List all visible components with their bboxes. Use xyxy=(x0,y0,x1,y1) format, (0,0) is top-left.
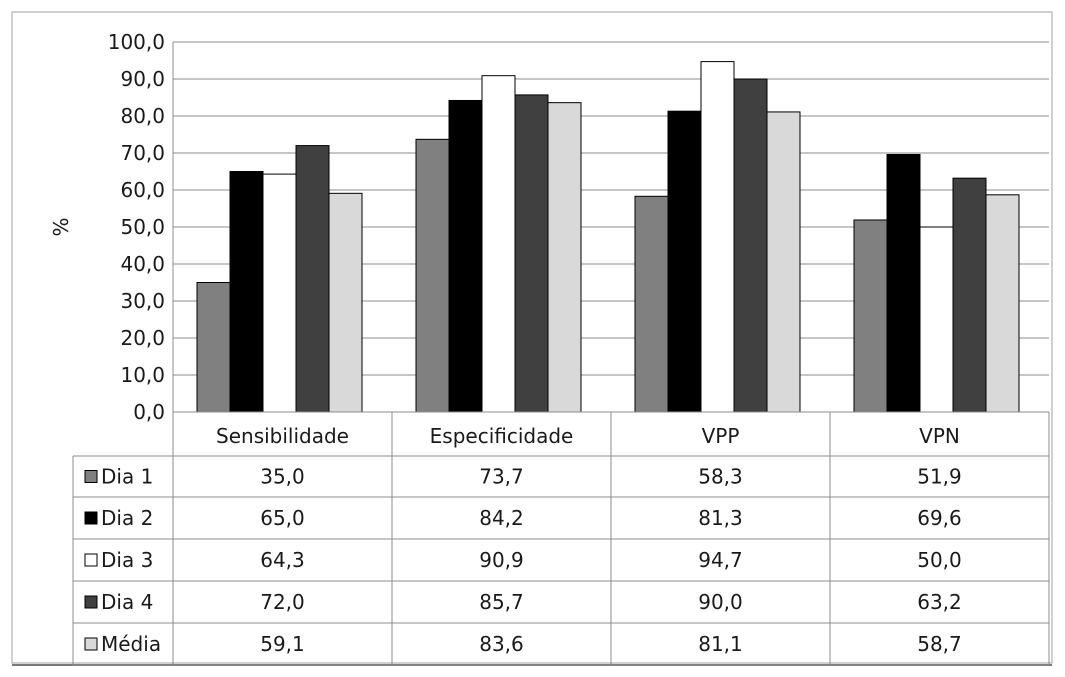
category-label: Sensibilidade xyxy=(216,424,349,448)
bar-4-3 xyxy=(733,78,768,413)
y-tick-labels: 0,0 10,0 20,0 30,0 40,0 50,0 60,0 70,0 80,0 90,0 1… xyxy=(108,30,165,424)
data-label: 94,7 xyxy=(698,548,743,572)
bar-5-3 xyxy=(766,111,801,413)
data-table: Sensibilidade Especificidade VPP VPN Dia 1 35… xyxy=(72,411,1050,666)
data-label: 73,7 xyxy=(479,465,524,489)
data-label: 64,3 xyxy=(260,548,305,572)
bar-3-1 xyxy=(262,173,297,413)
data-label: 90,0 xyxy=(698,590,743,614)
y-tick-label: 100,0 xyxy=(108,30,165,54)
bar-4-1 xyxy=(295,145,330,413)
data-label: 84,2 xyxy=(479,506,524,530)
data-label: 81,3 xyxy=(698,506,743,530)
category-label: VPP xyxy=(702,424,740,448)
data-label: 58,3 xyxy=(698,465,743,489)
bar-1-3 xyxy=(634,195,669,413)
bar-2-4 xyxy=(886,153,921,413)
bar-3-3 xyxy=(700,61,735,413)
series-label: Média xyxy=(101,632,161,656)
y-tick-label: 70,0 xyxy=(120,141,165,165)
bars xyxy=(196,61,1020,413)
y-tick-label: 90,0 xyxy=(120,67,165,91)
legend-key-3 xyxy=(84,553,98,567)
series-label: Dia 3 xyxy=(101,548,153,572)
y-tick-label: 40,0 xyxy=(120,252,165,276)
y-tick-label: 60,0 xyxy=(120,178,165,202)
data-label: 63,2 xyxy=(917,590,962,614)
data-label: 90,9 xyxy=(479,548,524,572)
bar-2-1 xyxy=(229,171,264,413)
series-label: Dia 1 xyxy=(101,465,153,489)
bar-2-2 xyxy=(448,99,483,413)
data-label: 58,7 xyxy=(917,632,962,656)
y-tick-label: 20,0 xyxy=(120,326,165,350)
bar-1-1 xyxy=(196,282,231,413)
y-tick-label: 30,0 xyxy=(120,289,165,313)
y-tick-label: 0,0 xyxy=(133,400,165,424)
y-tick-label: 80,0 xyxy=(120,104,165,128)
bar-1-2 xyxy=(415,138,450,413)
legend-key-1 xyxy=(84,470,98,483)
bar-5-1 xyxy=(328,192,363,413)
series-label: Dia 4 xyxy=(101,590,153,614)
legend-key-4 xyxy=(84,595,98,609)
y-tick-label: 50,0 xyxy=(120,215,165,239)
data-label: 65,0 xyxy=(260,506,305,530)
data-label: 72,0 xyxy=(260,590,305,614)
bar-1-4 xyxy=(853,219,888,413)
data-label: 83,6 xyxy=(479,632,524,656)
y-tick-label: 10,0 xyxy=(120,363,165,387)
bar-3-2 xyxy=(481,75,516,413)
category-label: VPN xyxy=(919,424,960,448)
legend-key-5 xyxy=(84,637,98,651)
data-label: 59,1 xyxy=(260,632,305,656)
data-label: 69,6 xyxy=(917,506,962,530)
bar-4-4 xyxy=(952,177,987,413)
series-label: Dia 2 xyxy=(101,506,153,530)
bar-5-4 xyxy=(985,194,1020,413)
y-axis-label: % xyxy=(49,217,73,236)
bar-5-2 xyxy=(547,102,582,413)
data-label: 50,0 xyxy=(917,548,962,572)
data-label: 81,1 xyxy=(698,632,743,656)
bar-2-3 xyxy=(667,110,702,413)
bar-4-2 xyxy=(514,94,549,413)
data-label: 51,9 xyxy=(917,465,962,489)
bar-3-4 xyxy=(919,226,954,413)
data-label: 85,7 xyxy=(479,590,524,614)
data-label: 35,0 xyxy=(260,465,305,489)
legend-key-2 xyxy=(84,511,98,525)
category-label: Especificidade xyxy=(430,424,574,448)
